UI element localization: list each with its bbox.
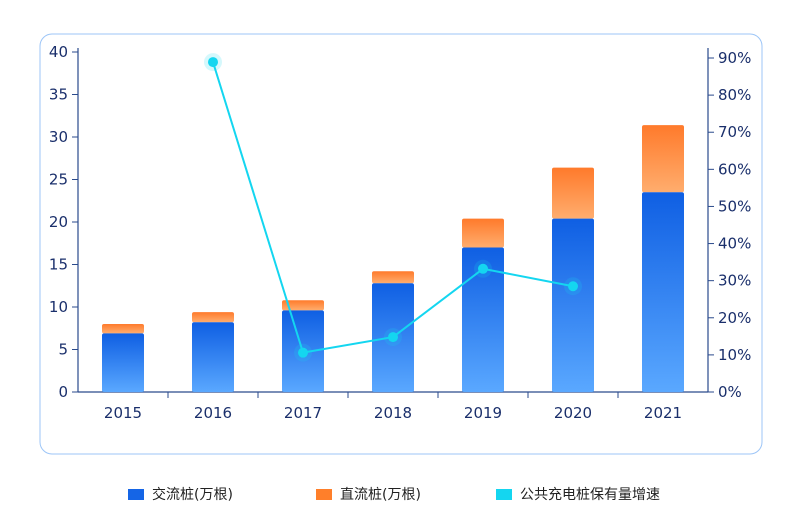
rate-point-2016: [208, 57, 218, 68]
left-tick-label: 35: [49, 86, 68, 104]
x-tick-label: 2020: [554, 404, 592, 422]
x-tick-label: 2015: [104, 404, 142, 422]
plot-frame: [39, 33, 763, 455]
right-tick-label: 10%: [718, 346, 751, 364]
left-tick-label: 20: [49, 213, 68, 231]
x-tick-label: 2018: [374, 404, 412, 422]
right-tick-label: 0%: [718, 383, 742, 401]
bar-ac-2020: [552, 218, 594, 392]
bar-dc-2017: [282, 300, 324, 311]
bar-dc-2018: [372, 271, 414, 284]
legend-item-rate: 公共充电桩保有量增速: [496, 484, 660, 504]
right-tick-label: 80%: [718, 86, 751, 104]
bar-ac-2021: [642, 192, 684, 392]
bar-dc-2015: [102, 324, 144, 334]
legend: 交流桩(万根) 直流桩(万根) 公共充电桩保有量增速: [0, 484, 800, 506]
legend-swatch-ac: [128, 488, 144, 500]
bar-ac-2015: [102, 333, 144, 392]
legend-swatch-rate: [496, 488, 512, 500]
rate-point-2020: [568, 281, 578, 292]
right-tick-label: 90%: [718, 49, 751, 67]
left-tick-label: 5: [58, 341, 68, 359]
legend-swatch-dc: [316, 488, 332, 500]
left-tick-label: 10: [49, 298, 68, 316]
rate-point-2017: [298, 347, 308, 358]
x-tick-label: 2019: [464, 404, 502, 422]
legend-label-rate: 公共充电桩保有量增速: [520, 487, 660, 503]
bar-dc-2020: [552, 167, 594, 219]
legend-item-dc: 直流桩(万根): [316, 484, 421, 504]
bar-dc-2021: [642, 125, 684, 193]
right-tick-label: 70%: [718, 123, 751, 141]
left-tick-label: 25: [49, 171, 68, 189]
left-tick-label: 15: [49, 256, 68, 274]
right-tick-label: 50%: [718, 197, 751, 215]
x-tick-label: 2016: [194, 404, 232, 422]
bar-ac-2019: [462, 247, 504, 392]
x-tick-label: 2021: [644, 404, 682, 422]
rate-point-2018: [388, 332, 398, 343]
right-tick-label: 40%: [718, 235, 751, 253]
right-tick-label: 60%: [718, 160, 751, 178]
left-tick-label: 0: [58, 383, 68, 401]
bar-ac-2016: [192, 322, 234, 392]
left-tick-label: 30: [49, 128, 68, 146]
x-tick-label: 2017: [284, 404, 322, 422]
legend-label-ac: 交流桩(万根): [152, 487, 233, 503]
bar-dc-2016: [192, 312, 234, 323]
right-tick-label: 20%: [718, 309, 751, 327]
right-tick-label: 30%: [718, 272, 751, 290]
legend-item-ac: 交流桩(万根): [128, 484, 233, 504]
legend-label-dc: 直流桩(万根): [340, 487, 421, 503]
rate-point-2019: [478, 263, 488, 274]
left-tick-label: 40: [49, 43, 68, 61]
bar-dc-2019: [462, 218, 504, 248]
